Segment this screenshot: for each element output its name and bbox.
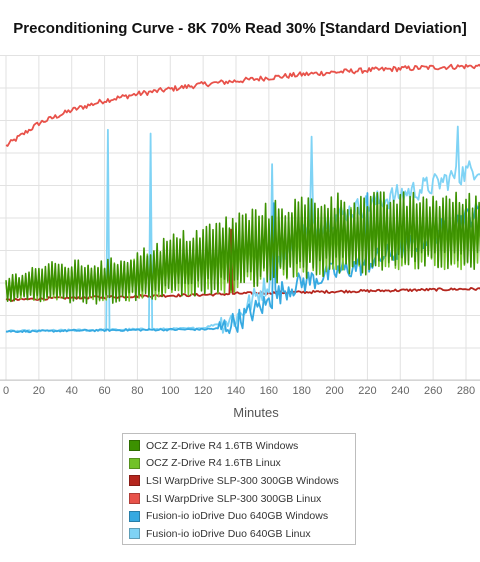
legend-swatch xyxy=(129,457,140,469)
x-tick-label: 260 xyxy=(424,385,442,397)
x-tick-label: 220 xyxy=(358,385,376,397)
legend-item[interactable]: Fusion-io ioDrive Duo 640GB Linux xyxy=(129,525,349,543)
x-tick-label: 100 xyxy=(161,385,179,397)
legend-item[interactable]: Fusion-io ioDrive Duo 640GB Windows xyxy=(129,507,349,525)
legend-item[interactable]: LSI WarpDrive SLP-300 300GB Windows xyxy=(129,472,349,490)
x-tick-label: 160 xyxy=(260,385,278,397)
x-tick-label: 120 xyxy=(194,385,212,397)
legend-item[interactable]: OCZ Z-Drive R4 1.6TB Linux xyxy=(129,455,349,473)
legend-label: LSI WarpDrive SLP-300 300GB Linux xyxy=(146,492,322,505)
series-line-lsi-warpdrive-slp-300-300gb-windows xyxy=(5,228,480,302)
legend-swatch xyxy=(129,440,140,452)
legend-item[interactable]: OCZ Z-Drive R4 1.6TB Windows xyxy=(129,437,349,455)
x-tick-label: 60 xyxy=(98,385,110,397)
x-tick-label: 0 xyxy=(3,385,9,397)
legend-label: OCZ Z-Drive R4 1.6TB Windows xyxy=(146,439,299,452)
legend-swatch xyxy=(129,493,140,505)
chart-legend: OCZ Z-Drive R4 1.6TB Windows OCZ Z-Drive … xyxy=(122,433,356,545)
x-tick-label: 140 xyxy=(227,385,245,397)
x-tick-label: 240 xyxy=(391,385,409,397)
chart-title: Preconditioning Curve - 8K 70% Read 30% … xyxy=(13,20,466,37)
x-tick-label: 80 xyxy=(131,385,143,397)
legend-item[interactable]: LSI WarpDrive SLP-300 300GB Linux xyxy=(129,490,349,508)
legend-label: LSI WarpDrive SLP-300 300GB Windows xyxy=(146,474,339,487)
series-line-lsi-warpdrive-slp-300-300gb-linux xyxy=(5,63,480,147)
legend-label: OCZ Z-Drive R4 1.6TB Linux xyxy=(146,457,281,470)
chart-canvas: Preconditioning Curve - 8K 70% Read 30% … xyxy=(0,20,480,420)
x-tick-label: 40 xyxy=(66,385,78,397)
x-axis-ticks: 0 20 40 60 80 100 120 140 160 180 200 220 240 260 280 xyxy=(3,385,475,397)
legend-label: Fusion-io ioDrive Duo 640GB Linux xyxy=(146,527,311,540)
legend-swatch xyxy=(129,510,140,522)
legend-label: Fusion-io ioDrive Duo 640GB Windows xyxy=(146,510,329,523)
x-tick-label: 180 xyxy=(293,385,311,397)
legend-swatch xyxy=(129,475,140,487)
x-tick-label: 280 xyxy=(457,385,475,397)
x-tick-label: 200 xyxy=(325,385,343,397)
x-axis-title: Minutes xyxy=(233,405,279,420)
series-line-ocz-z-drive-r4-1-6tb-windows xyxy=(5,191,480,305)
x-tick-label: 20 xyxy=(33,385,45,397)
series-layer xyxy=(5,63,480,335)
legend-swatch xyxy=(129,528,140,540)
